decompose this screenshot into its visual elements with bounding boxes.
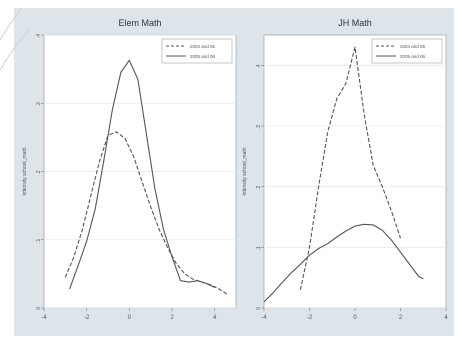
y-axis-label: kdensity school_math [22, 147, 28, 195]
x-tick-label: 2 [170, 315, 174, 321]
series-line-1 [64, 131, 228, 295]
x-tick-label: -2 [84, 315, 90, 321]
legend-label: 2004 and 05 [400, 44, 426, 49]
chart-title: Elem Math [118, 18, 161, 28]
x-tick-label: -2 [307, 315, 313, 321]
series-line-2 [69, 59, 215, 290]
chart-panel-1: Elem Math 0 .1 .2 .3 .4 -4 -2 0 2 4 kdensity school… [22, 18, 237, 321]
y-tick-label: .2 [36, 170, 42, 174]
y-axis-label: kdensity school_math [242, 147, 248, 195]
x-tick-label: 4 [213, 315, 217, 321]
y-tick-label: 0 [256, 307, 262, 310]
y-tick-label: .4 [36, 34, 42, 38]
y-tick-label: .3 [36, 102, 42, 106]
legend-box [371, 38, 443, 64]
x-tick-label: -4 [41, 315, 47, 321]
legend-label: 2005 and 06 [190, 54, 216, 59]
x-tick-label: 0 [128, 315, 132, 321]
chart-title: JH Math [338, 18, 372, 28]
series-line-1 [299, 46, 402, 290]
y-tick-label: .1 [36, 239, 42, 243]
y-tick-label: .3 [256, 125, 262, 129]
y-tick-label: .4 [256, 64, 262, 68]
x-tick-label: 2 [399, 315, 403, 321]
chart-panel-2: JH Math 0 .1 .2 .3 .4 -4 -2 0 2 4 kdensity school_m… [242, 18, 448, 321]
legend-box [161, 38, 233, 64]
x-tick-label: -4 [261, 315, 267, 321]
y-tick-label: .2 [256, 185, 262, 189]
y-tick-label: .1 [256, 246, 262, 250]
x-tick-label: 0 [353, 315, 357, 321]
x-tick-label: 4 [444, 315, 448, 321]
plot-area [263, 34, 447, 309]
legend-label: 2004 and 05 [190, 44, 216, 49]
legend-label: 2005 and 06 [400, 54, 426, 59]
decorative-arc [0, 29, 31, 71]
series-line-2 [263, 223, 424, 303]
y-tick-label: 0 [36, 307, 42, 310]
decorative-arc [0, 7, 23, 41]
